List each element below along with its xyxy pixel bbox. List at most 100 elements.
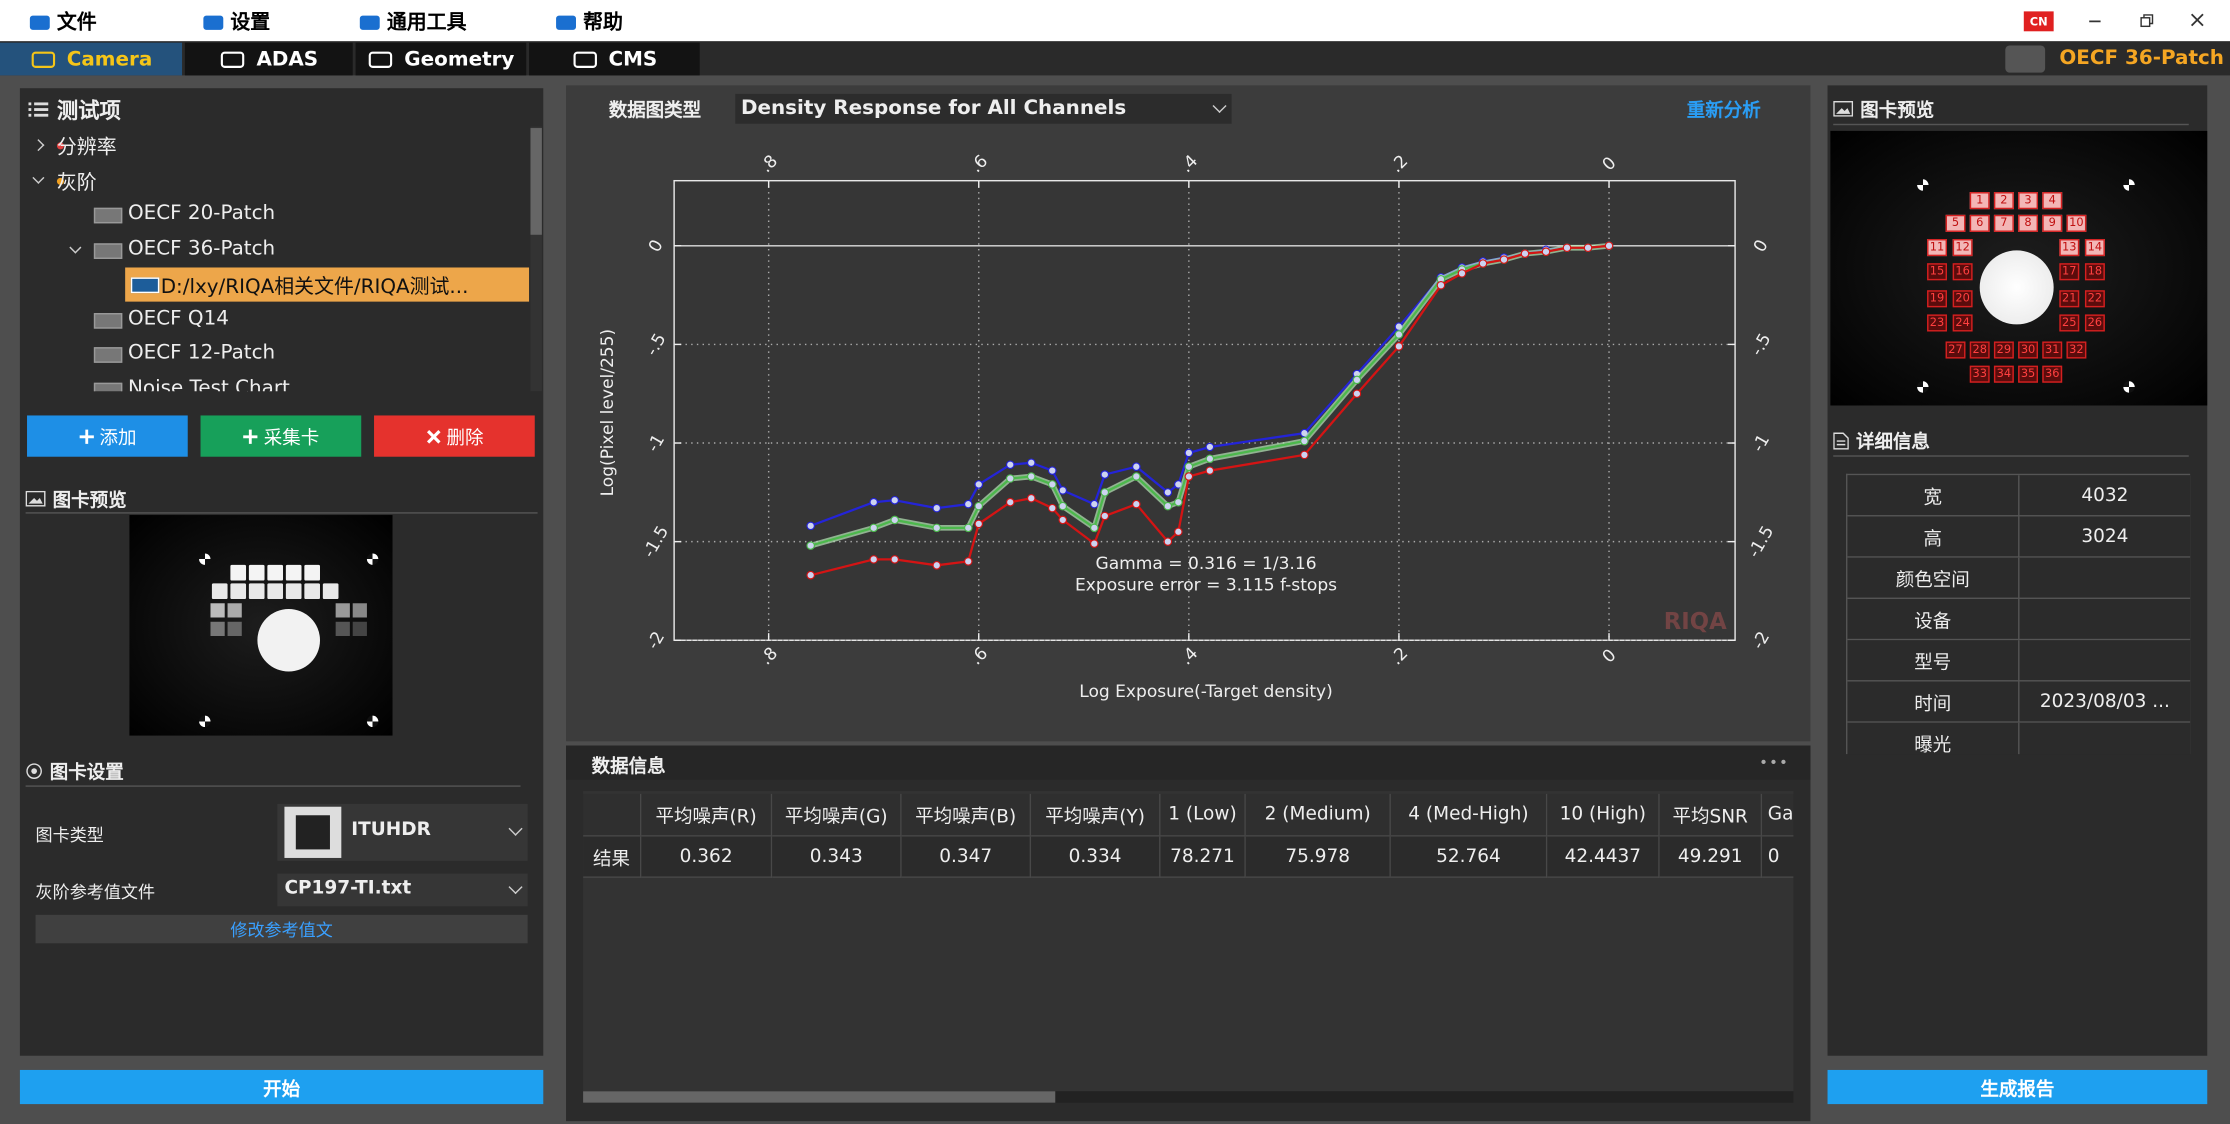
- header-cell: 平均噪声(R): [641, 793, 773, 837]
- data-point: [1100, 470, 1110, 479]
- tab-icon: [573, 50, 597, 68]
- tab[interactable]: Geometry: [355, 42, 527, 76]
- start-button[interactable]: 开始: [19, 1069, 544, 1105]
- menu-icon: [556, 15, 576, 30]
- menu-item[interactable]: 帮助: [555, 6, 623, 37]
- detail-value: [2019, 640, 2191, 682]
- x-tick-label-top: .6: [966, 151, 992, 177]
- tree-label: OECF 20-Patch: [127, 202, 276, 225]
- numbered-patch: 27: [1945, 341, 1966, 359]
- tab[interactable]: CMS: [529, 42, 700, 76]
- x-tick-label: 0: [1599, 645, 1621, 667]
- data-point: [1436, 280, 1446, 290]
- tree-item[interactable]: OECF 36-Patch: [20, 233, 529, 267]
- data-type-select[interactable]: Density Response for All Channels: [735, 93, 1232, 124]
- tree-item[interactable]: OECF 12-Patch: [20, 337, 529, 371]
- row-label: 结果: [583, 836, 642, 878]
- numbered-patch: 9: [2042, 214, 2063, 232]
- menu-item[interactable]: 文件: [28, 6, 97, 37]
- minimize-button[interactable]: [2085, 10, 2105, 30]
- restore-button[interactable]: [2136, 10, 2156, 30]
- tree-header: 测试项: [28, 94, 121, 125]
- numbered-patch: 36: [2042, 365, 2063, 383]
- cell: 0.343: [772, 836, 902, 878]
- tree-label: D:/lxy/RIQA相关文件/RIQA测试...: [160, 276, 469, 299]
- tree-item[interactable]: OECF Q14: [20, 302, 529, 336]
- tree-item[interactable]: Noise Test Chart: [20, 372, 529, 392]
- detail-value: [2020, 722, 2191, 755]
- cell: 0: [1762, 836, 1794, 878]
- close-button[interactable]: [2187, 10, 2207, 30]
- more-icon[interactable]: [1761, 758, 1787, 765]
- chevron: [32, 171, 45, 184]
- menu-item[interactable]: 通用工具: [358, 6, 466, 37]
- icon: [556, 15, 576, 30]
- data-point: [1300, 436, 1309, 446]
- chart-preview: [129, 515, 393, 736]
- data-point: [974, 480, 984, 489]
- numbered-patch: 3: [2018, 192, 2039, 210]
- tree-label: OECF Q14: [127, 306, 229, 330]
- data-point: [1100, 488, 1110, 497]
- detail-row: 高 3024: [1847, 516, 2191, 558]
- action-button[interactable]: 删除: [374, 415, 535, 457]
- numbered-patch: 26: [2084, 314, 2105, 332]
- icon: [2089, 20, 2101, 23]
- numbered-patch: 20: [1952, 290, 1973, 308]
- x-tick-label: .8: [756, 644, 782, 670]
- header-cell: 2 (Medium): [1245, 793, 1391, 837]
- action-button[interactable]: 添加: [27, 415, 188, 457]
- data-point: [1006, 497, 1015, 507]
- data-point: [1394, 330, 1404, 339]
- list-icon: [28, 102, 49, 117]
- data-point: [1132, 462, 1141, 471]
- y-tick-label: 0: [645, 236, 668, 255]
- patch: [285, 564, 302, 581]
- item-icon: [93, 347, 123, 363]
- detail-key: 设备: [1847, 598, 2020, 641]
- tree-item[interactable]: D:/lxy/RIQA相关文件/RIQA测试...: [20, 267, 530, 302]
- cell: 75.978: [1245, 836, 1391, 878]
- tab-icon: [221, 50, 245, 68]
- report-button[interactable]: 生成报告: [1827, 1069, 2208, 1105]
- patch: [267, 583, 284, 599]
- tab[interactable]: ADAS: [184, 42, 353, 76]
- data-point: [1132, 499, 1141, 509]
- cell: 0.362: [641, 836, 773, 878]
- scroll-thumb[interactable]: [583, 1091, 1056, 1103]
- tree-item[interactable]: OECF 20-Patch: [20, 198, 529, 232]
- tree-scrollbar[interactable]: [530, 126, 542, 392]
- table-scrollbar[interactable]: [583, 1091, 1794, 1103]
- menu-item[interactable]: 设置: [202, 6, 270, 37]
- numbered-patch: 4: [2042, 192, 2063, 210]
- lang-badge[interactable]: CN: [2023, 11, 2054, 32]
- numbered-patch: 6: [1969, 214, 1990, 232]
- numbered-patch: 13: [2059, 239, 2080, 257]
- data-point: [974, 501, 984, 511]
- data-point: [1048, 466, 1057, 475]
- edit-ref-button[interactable]: 修改参考值文: [35, 914, 528, 944]
- scroll-thumb[interactable]: [530, 128, 542, 235]
- menu-label: 通用工具: [386, 11, 467, 35]
- numbered-patch: 8: [2018, 214, 2039, 232]
- item-icon: [93, 382, 123, 392]
- numbered-patch: 1: [1969, 192, 1990, 210]
- registration-mark: [366, 553, 379, 565]
- ref-select[interactable]: CP197-TI.txt: [277, 873, 528, 907]
- patch: [210, 603, 225, 618]
- button-label: 添加: [99, 428, 137, 450]
- cell: 52.764: [1390, 836, 1548, 878]
- tree-item[interactable]: 分辨率: [20, 128, 529, 162]
- chart-type-select[interactable]: ITUHDR: [277, 803, 528, 861]
- data-point: [1520, 249, 1530, 258]
- cross: [426, 429, 441, 443]
- icon: [2140, 14, 2154, 28]
- data-point: [806, 521, 815, 531]
- y-tick-label-right: 0: [1750, 236, 1773, 255]
- action-button[interactable]: 采集卡: [200, 415, 362, 457]
- data-point: [1090, 539, 1099, 548]
- tab[interactable]: Camera: [0, 42, 183, 76]
- reanalyze-button[interactable]: 重新分析: [1686, 101, 1761, 123]
- menu-bar: [0, 0, 2230, 42]
- tree-item[interactable]: 灰阶: [20, 163, 529, 197]
